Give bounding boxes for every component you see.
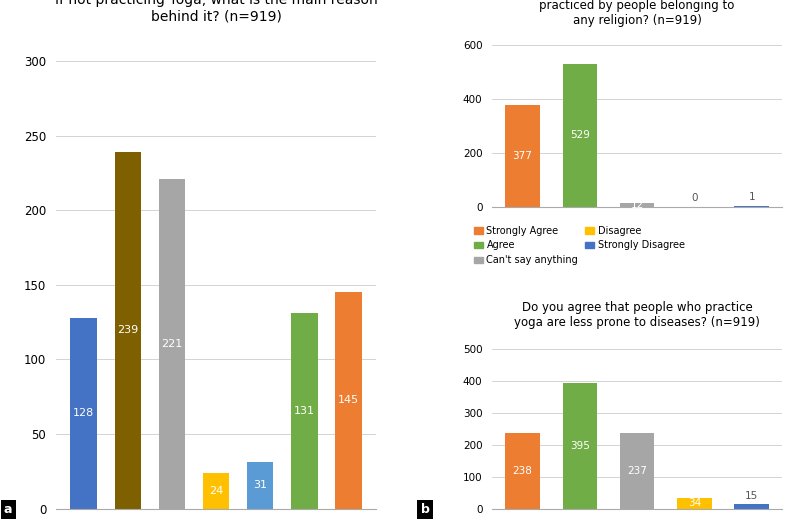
Text: 24: 24 <box>209 486 223 496</box>
Bar <box>203 473 229 509</box>
Bar <box>115 152 141 509</box>
Legend: Strongly Agree, Agree, Can't say anything, Disagree, Strongly Disagree: Strongly Agree, Agree, Can't say anythin… <box>474 226 685 265</box>
Bar <box>678 498 712 509</box>
Text: 0: 0 <box>691 193 697 202</box>
Text: 34: 34 <box>688 498 701 508</box>
Text: 145: 145 <box>338 395 359 405</box>
Bar <box>291 313 318 509</box>
Title: Do you agree that people who practice
yoga are less prone to diseases? (n=919): Do you agree that people who practice yo… <box>514 301 760 329</box>
Text: 239: 239 <box>117 325 138 335</box>
Bar <box>70 318 97 509</box>
Text: 529: 529 <box>570 130 590 140</box>
Text: b: b <box>421 503 429 516</box>
Bar <box>335 292 361 509</box>
Text: 377: 377 <box>512 151 532 161</box>
Bar <box>247 462 274 509</box>
Bar <box>159 179 185 509</box>
Text: 238: 238 <box>512 466 532 475</box>
Text: 12: 12 <box>630 200 644 210</box>
Title: If not practicing Yoga, what is the main reason
behind it? (n=919): If not practicing Yoga, what is the main… <box>55 0 377 23</box>
Bar <box>734 504 768 509</box>
Bar <box>620 203 654 207</box>
Text: 128: 128 <box>73 408 94 418</box>
Bar <box>505 105 539 207</box>
Text: 15: 15 <box>745 490 758 501</box>
Bar <box>563 64 597 207</box>
Bar <box>620 433 654 509</box>
Title: Do you agree that Yoga can be
practiced by people belonging to
any religion? (n=: Do you agree that Yoga can be practiced … <box>539 0 735 27</box>
Bar <box>563 383 597 509</box>
Bar <box>505 433 539 509</box>
Text: 221: 221 <box>161 339 183 349</box>
Text: 31: 31 <box>253 481 267 490</box>
Text: a: a <box>4 503 13 516</box>
Text: 395: 395 <box>570 441 590 450</box>
Text: 237: 237 <box>627 466 647 476</box>
Text: 131: 131 <box>294 406 314 416</box>
Text: 1: 1 <box>749 193 755 202</box>
